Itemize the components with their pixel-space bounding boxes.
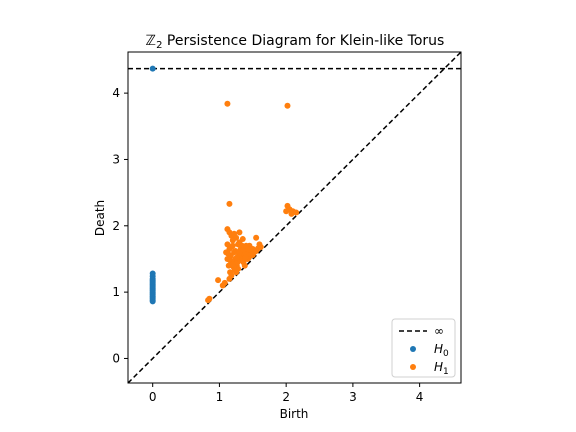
point-h1: [229, 261, 236, 268]
x-axis-ticks: 0 1 2 3 4: [149, 383, 424, 404]
point-h0: [149, 65, 156, 72]
series-h0: [149, 65, 156, 305]
legend-h0-label: H0: [434, 342, 449, 359]
diagonal-line: [127, 51, 462, 384]
y-axis-ticks: 0 1 2 3 4: [112, 86, 128, 365]
series-h1: [205, 100, 300, 304]
y-tick-label: 2: [112, 219, 120, 233]
point-h1: [245, 246, 252, 253]
point-h1: [233, 254, 240, 261]
point-h1: [293, 209, 300, 216]
title-symbol: ℤ: [146, 33, 156, 49]
legend-h0-subscript: 0: [443, 349, 449, 359]
point-h1: [283, 208, 290, 215]
point-h1: [226, 200, 233, 207]
point-h1: [224, 100, 231, 107]
legend-box: [391, 318, 456, 378]
point-h1: [226, 275, 233, 282]
point-h1: [231, 267, 238, 274]
title-subscript: 2: [156, 40, 162, 51]
point-h1: [225, 250, 232, 257]
legend: ∞ H0 H1: [391, 318, 456, 378]
y-tick-label: 3: [112, 152, 120, 166]
x-tick-label: 3: [349, 390, 357, 404]
point-h1: [236, 229, 243, 236]
x-tick-label: 1: [216, 390, 224, 404]
plot-area: [127, 51, 462, 384]
legend-h1-marker: [410, 364, 416, 370]
point-h1: [253, 234, 260, 241]
x-tick-label: 2: [282, 390, 290, 404]
y-tick-label: 4: [112, 86, 120, 100]
point-h1: [241, 262, 248, 269]
point-h1: [257, 244, 264, 251]
point-h1: [215, 277, 222, 284]
legend-h0-letter: H: [434, 342, 443, 356]
title-rest: Persistence Diagram for Klein-like Torus: [162, 33, 444, 49]
legend-infinity-label: ∞: [434, 324, 444, 338]
chart-title: ℤ2 Persistence Diagram for Klein-like To…: [146, 33, 445, 51]
legend-h1-label: H1: [434, 360, 449, 377]
point-h1: [284, 102, 291, 109]
y-tick-label: 1: [112, 285, 120, 299]
legend-h0-marker: [410, 346, 416, 352]
plot-frame: [127, 51, 462, 384]
point-h1: [242, 254, 249, 261]
point-h1: [229, 237, 236, 244]
y-axis-label: Death: [93, 200, 107, 236]
point-h1: [228, 244, 235, 251]
point-h1: [221, 279, 228, 286]
x-tick-label: 0: [149, 390, 157, 404]
x-tick-label: 4: [416, 390, 424, 404]
legend-h1-subscript: 1: [443, 367, 449, 377]
x-axis-label: Birth: [280, 407, 309, 421]
point-h0: [149, 270, 156, 277]
point-h1: [288, 210, 295, 217]
y-tick-label: 0: [112, 351, 120, 365]
legend-h1-letter: H: [434, 360, 443, 374]
point-h1: [205, 297, 212, 304]
